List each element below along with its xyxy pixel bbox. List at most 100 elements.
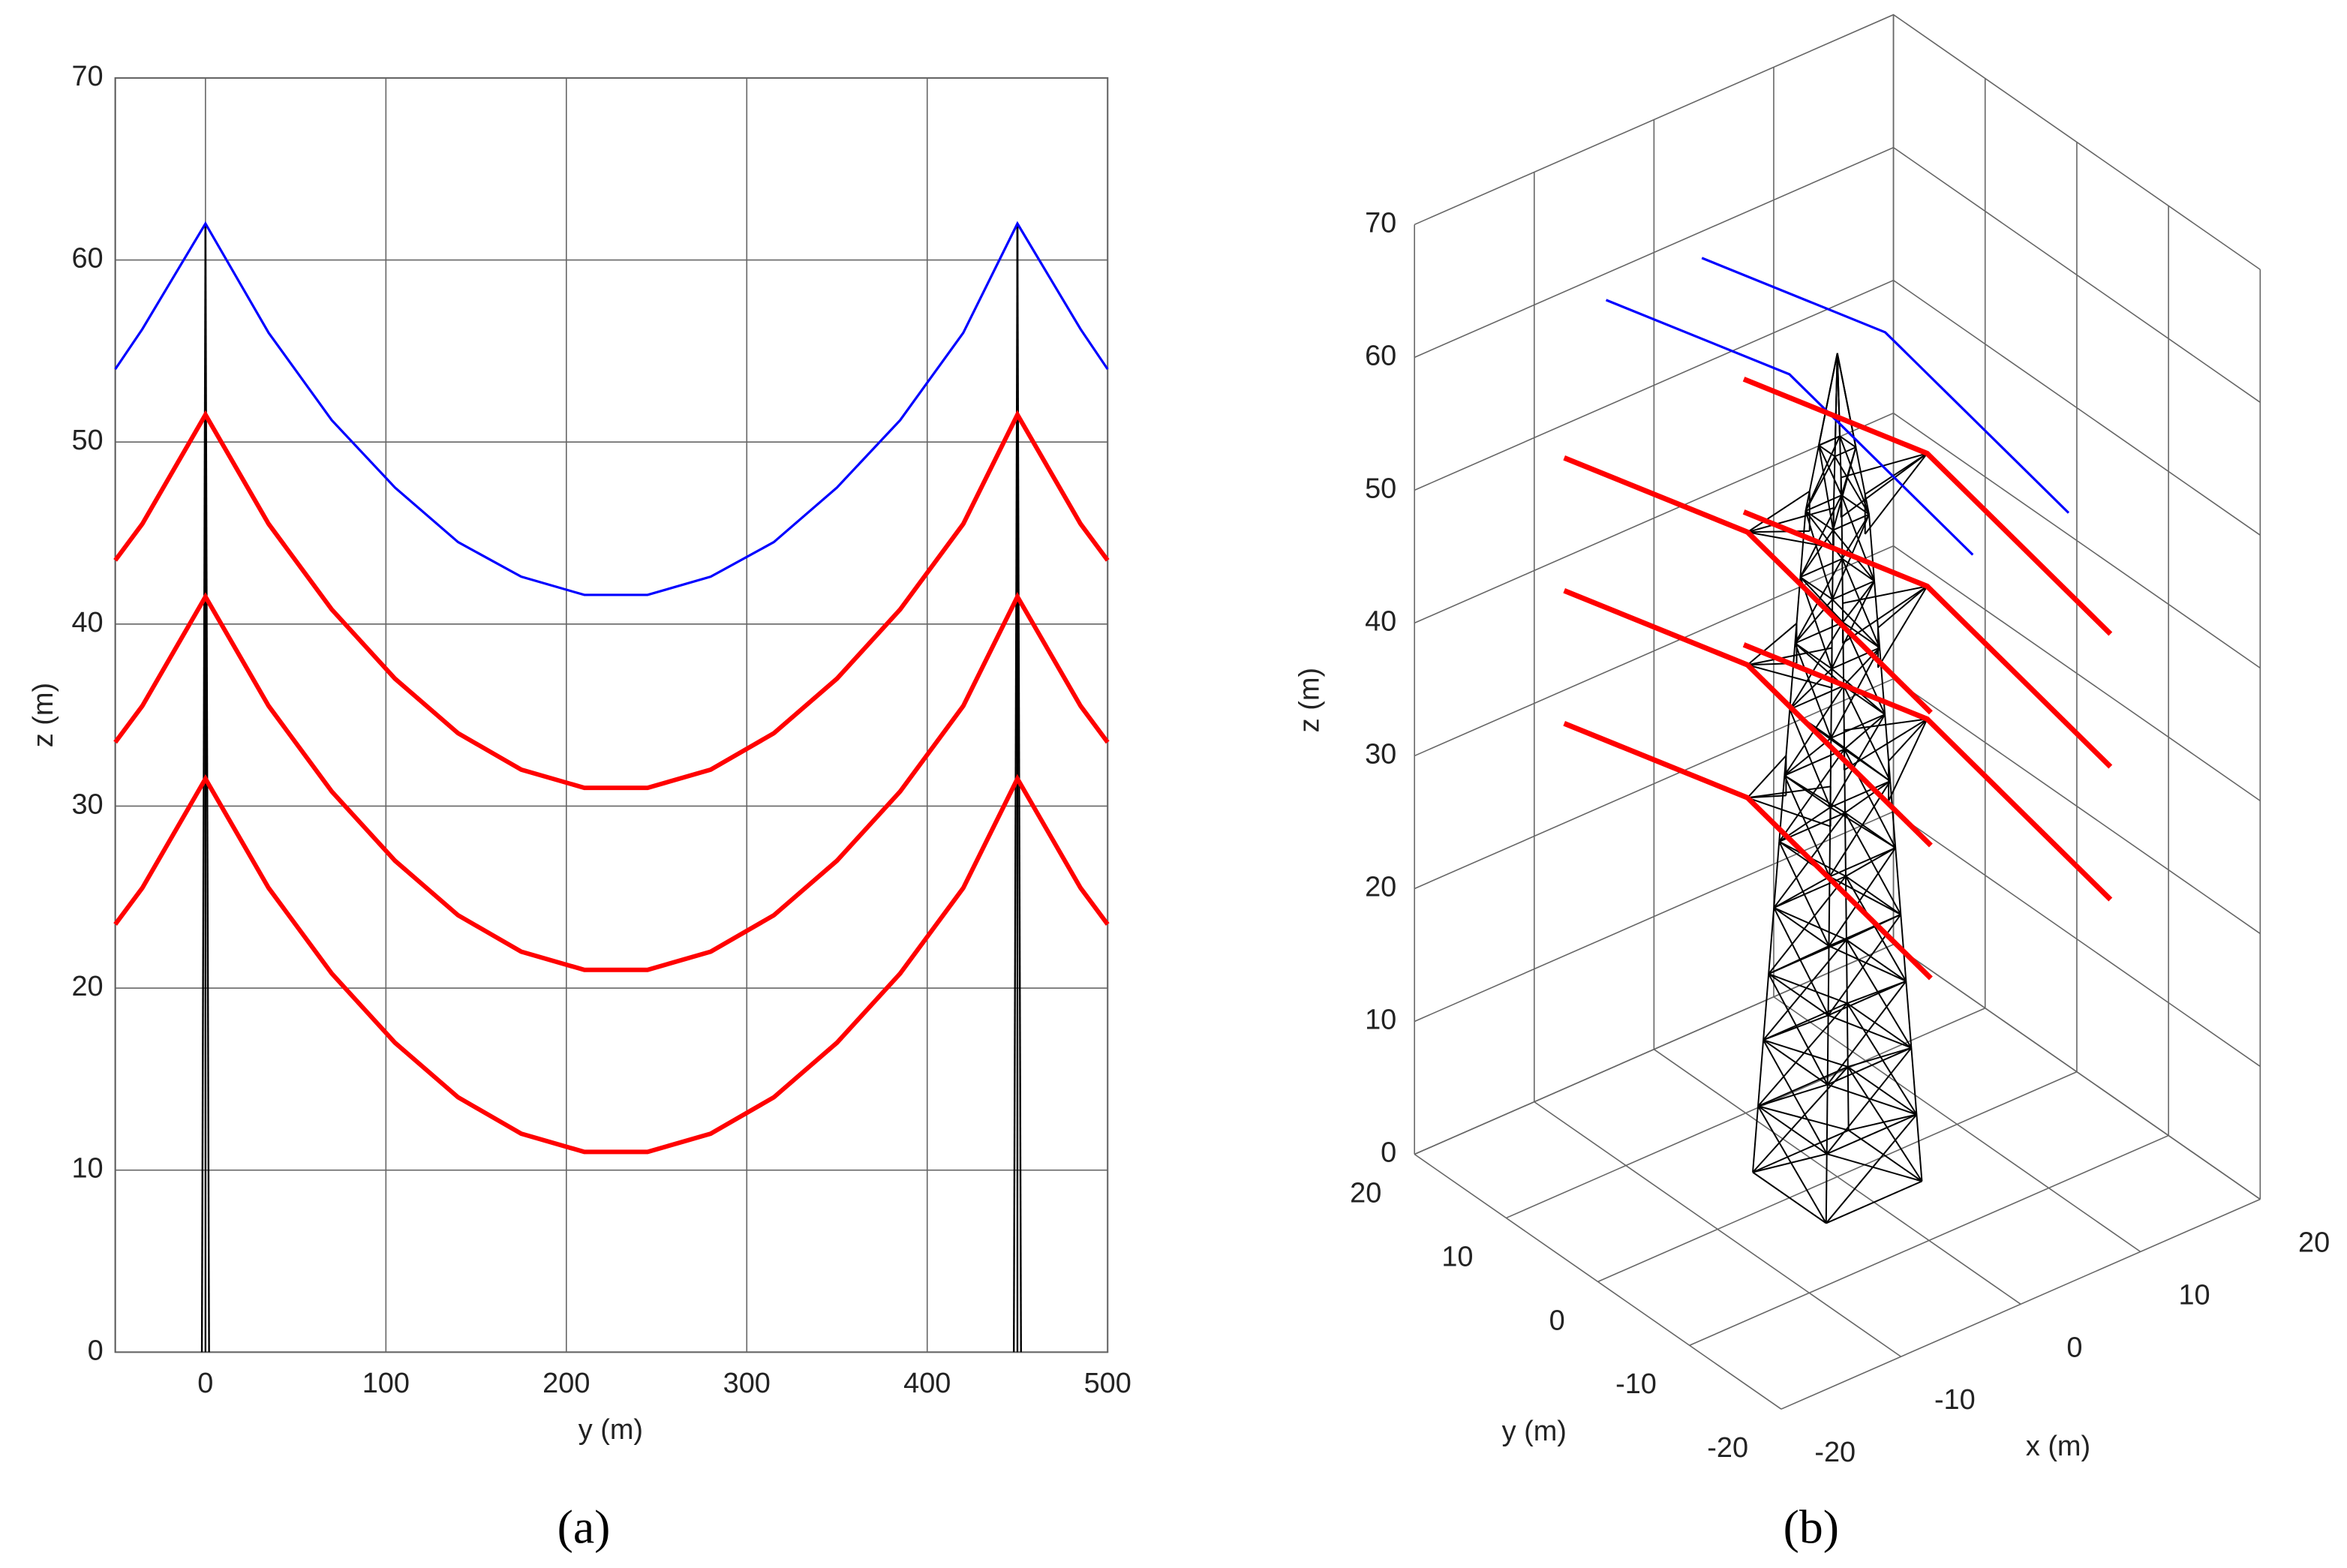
tower — [1763, 1039, 1849, 1068]
z-tick-label: 20 — [1365, 871, 1396, 903]
tower — [1916, 1114, 1923, 1182]
y-tick-label: 0 — [88, 1335, 104, 1366]
z-axis-label: z (m) — [1294, 668, 1326, 732]
tower — [1818, 435, 1841, 446]
tower — [1842, 580, 1875, 623]
tower — [1832, 599, 1880, 649]
y-tick-label: 50 — [71, 425, 103, 456]
tower — [1830, 713, 1886, 739]
tower — [1847, 1002, 1912, 1049]
tower — [1794, 599, 1833, 644]
x-tick-label: 0 — [197, 1368, 213, 1399]
z-tick-label: 30 — [1365, 738, 1396, 770]
tower — [1773, 907, 1847, 941]
tower — [1800, 557, 1843, 578]
tower — [1868, 514, 1876, 581]
tower — [1799, 530, 1834, 578]
panel-label: (b) — [1784, 1500, 1839, 1554]
tower — [1831, 581, 1875, 669]
tower — [1778, 841, 1830, 947]
tower — [1895, 847, 1902, 915]
z-tick-label: 40 — [1365, 605, 1396, 637]
tower — [1768, 973, 1829, 1086]
grid-line — [1414, 412, 2261, 669]
tower — [1799, 576, 1833, 600]
tower — [1847, 1066, 1917, 1116]
tower — [1773, 876, 1830, 909]
tower — [1845, 876, 1907, 982]
tower — [1768, 907, 1775, 975]
tower — [1829, 713, 1886, 808]
x-tick-label: 0 — [2066, 1332, 2082, 1363]
panel-label: (a) — [557, 1500, 611, 1554]
tower-arm — [1844, 718, 1928, 731]
tower — [1828, 876, 1831, 946]
tower — [1818, 353, 1838, 446]
tower — [1794, 642, 1844, 686]
tower — [1826, 1015, 1829, 1085]
tower — [1763, 1014, 1829, 1041]
tower — [1757, 1065, 1849, 1107]
tower — [1841, 557, 1875, 582]
series-line — [1563, 455, 1933, 715]
z-tick-label: 70 — [1365, 207, 1396, 239]
x-tick-label: -20 — [1814, 1437, 1856, 1468]
tower — [1763, 1039, 1829, 1086]
tower — [1752, 1153, 1827, 1173]
y-tick-label: -20 — [1707, 1432, 1748, 1464]
tower — [1828, 847, 1897, 947]
tower — [1844, 812, 1896, 849]
tower — [1818, 444, 1836, 458]
tower-arm — [1747, 795, 1787, 799]
tower — [1757, 1105, 1827, 1224]
y-axis-label: z (m) — [28, 683, 59, 747]
tower — [1789, 685, 1844, 710]
tower — [1805, 435, 1841, 512]
tower — [1910, 1047, 1918, 1115]
z-tick-label: 60 — [1365, 340, 1396, 371]
y-tick-label: 20 — [1350, 1177, 1381, 1209]
tower-arm — [1877, 585, 1928, 629]
tower-arm — [1841, 452, 1928, 518]
tower — [1848, 1129, 1923, 1182]
tower-arm — [1842, 585, 1928, 644]
tower-arm — [1747, 623, 1798, 666]
tower — [1799, 494, 1843, 578]
series-line — [1742, 509, 2113, 769]
tower — [1855, 446, 1870, 515]
tower — [1826, 981, 1907, 1086]
tower — [1826, 1113, 1917, 1155]
y-tick-label: 10 — [71, 1153, 103, 1185]
y-tick-label: 10 — [1441, 1241, 1473, 1272]
z-tick-label: 0 — [1381, 1137, 1396, 1169]
y-tick-label: 70 — [71, 61, 103, 92]
grid-line — [1893, 944, 2261, 1200]
tower — [1846, 1003, 1849, 1067]
tower — [1834, 353, 1838, 457]
tower-arm — [1747, 664, 1832, 689]
series-line — [1563, 721, 1933, 981]
tower — [1799, 511, 1807, 578]
tower — [1827, 1047, 1912, 1086]
tower — [1794, 642, 1832, 670]
tower — [1844, 748, 1891, 782]
tower — [1847, 1047, 1912, 1068]
grid-line — [1534, 1101, 1901, 1357]
tower — [1763, 939, 1847, 1041]
tower — [1845, 876, 1901, 915]
tower — [1799, 576, 1844, 623]
y-tick-label: 40 — [71, 607, 103, 638]
tower — [1827, 1083, 1917, 1116]
tower — [1826, 1047, 1913, 1155]
tower — [1789, 621, 1844, 710]
x-axis-label: x (m) — [2026, 1431, 2090, 1462]
tower — [1768, 945, 1829, 975]
grid-line — [1414, 677, 2261, 935]
tower — [1826, 1153, 1922, 1182]
grid-line — [1414, 1153, 1782, 1410]
tower — [1832, 513, 1870, 531]
tower — [1789, 709, 1832, 808]
tower — [1847, 1066, 1850, 1131]
